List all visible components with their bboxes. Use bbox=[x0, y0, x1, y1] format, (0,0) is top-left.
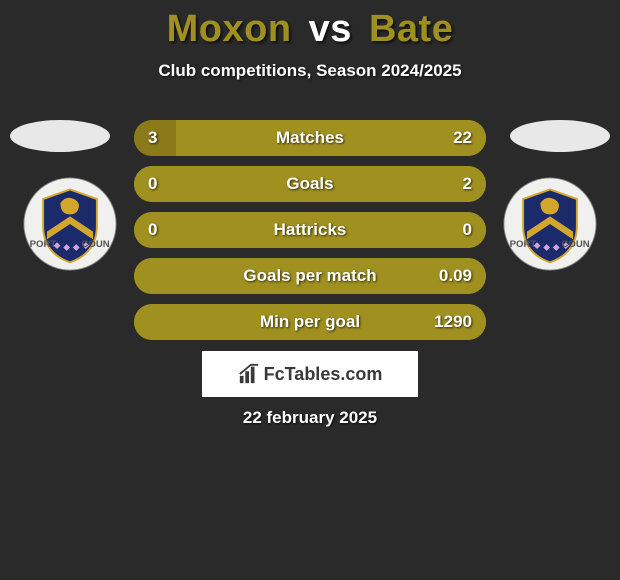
player2-crest: PORT COUN bbox=[502, 176, 598, 272]
date-label: 22 february 2025 bbox=[0, 408, 620, 428]
player1-badge-oval bbox=[10, 120, 110, 152]
stat-bars: 3 Matches 22 0 Goals 2 0 Hattricks 0 Goals per ma… bbox=[134, 120, 486, 350]
player2-name: Bate bbox=[369, 8, 453, 50]
stat-label: Matches bbox=[276, 128, 344, 148]
stat-value-right: 22 bbox=[453, 128, 472, 148]
logo-text: FcTables.com bbox=[264, 364, 383, 385]
subtitle: Club competitions, Season 2024/2025 bbox=[0, 61, 620, 81]
svg-text:PORT: PORT bbox=[510, 239, 537, 250]
stat-row: 0 Hattricks 0 bbox=[134, 212, 486, 248]
stat-row: 3 Matches 22 bbox=[134, 120, 486, 156]
stat-value-left: 0 bbox=[148, 220, 157, 240]
stat-label: Goals per match bbox=[243, 266, 376, 286]
stat-value-right: 2 bbox=[463, 174, 472, 194]
comparison-card: Moxon vs Bate Club competitions, Season … bbox=[0, 0, 620, 580]
stat-row: 0 Goals 2 bbox=[134, 166, 486, 202]
player1-crest: PORT COUN bbox=[22, 176, 118, 272]
player1-name: Moxon bbox=[167, 8, 292, 50]
stat-value-right: 1290 bbox=[434, 312, 472, 332]
page-title: Moxon vs Bate bbox=[0, 0, 620, 51]
svg-text:COUN: COUN bbox=[562, 239, 590, 250]
stat-label: Min per goal bbox=[260, 312, 360, 332]
svg-text:PORT: PORT bbox=[30, 239, 57, 250]
bar-chart-icon bbox=[238, 363, 260, 385]
stat-value-right: 0.09 bbox=[439, 266, 472, 286]
svg-text:COUN: COUN bbox=[82, 239, 110, 250]
vs-separator: vs bbox=[309, 8, 352, 50]
source-logo: FcTables.com bbox=[202, 351, 418, 397]
stat-row: Goals per match 0.09 bbox=[134, 258, 486, 294]
logo-inner: FcTables.com bbox=[238, 363, 383, 385]
stat-row: Min per goal 1290 bbox=[134, 304, 486, 340]
player2-badge-oval bbox=[510, 120, 610, 152]
stat-label: Goals bbox=[286, 174, 333, 194]
stat-label: Hattricks bbox=[274, 220, 347, 240]
stat-value-left: 3 bbox=[148, 128, 157, 148]
stat-value-left: 0 bbox=[148, 174, 157, 194]
stat-value-right: 0 bbox=[463, 220, 472, 240]
